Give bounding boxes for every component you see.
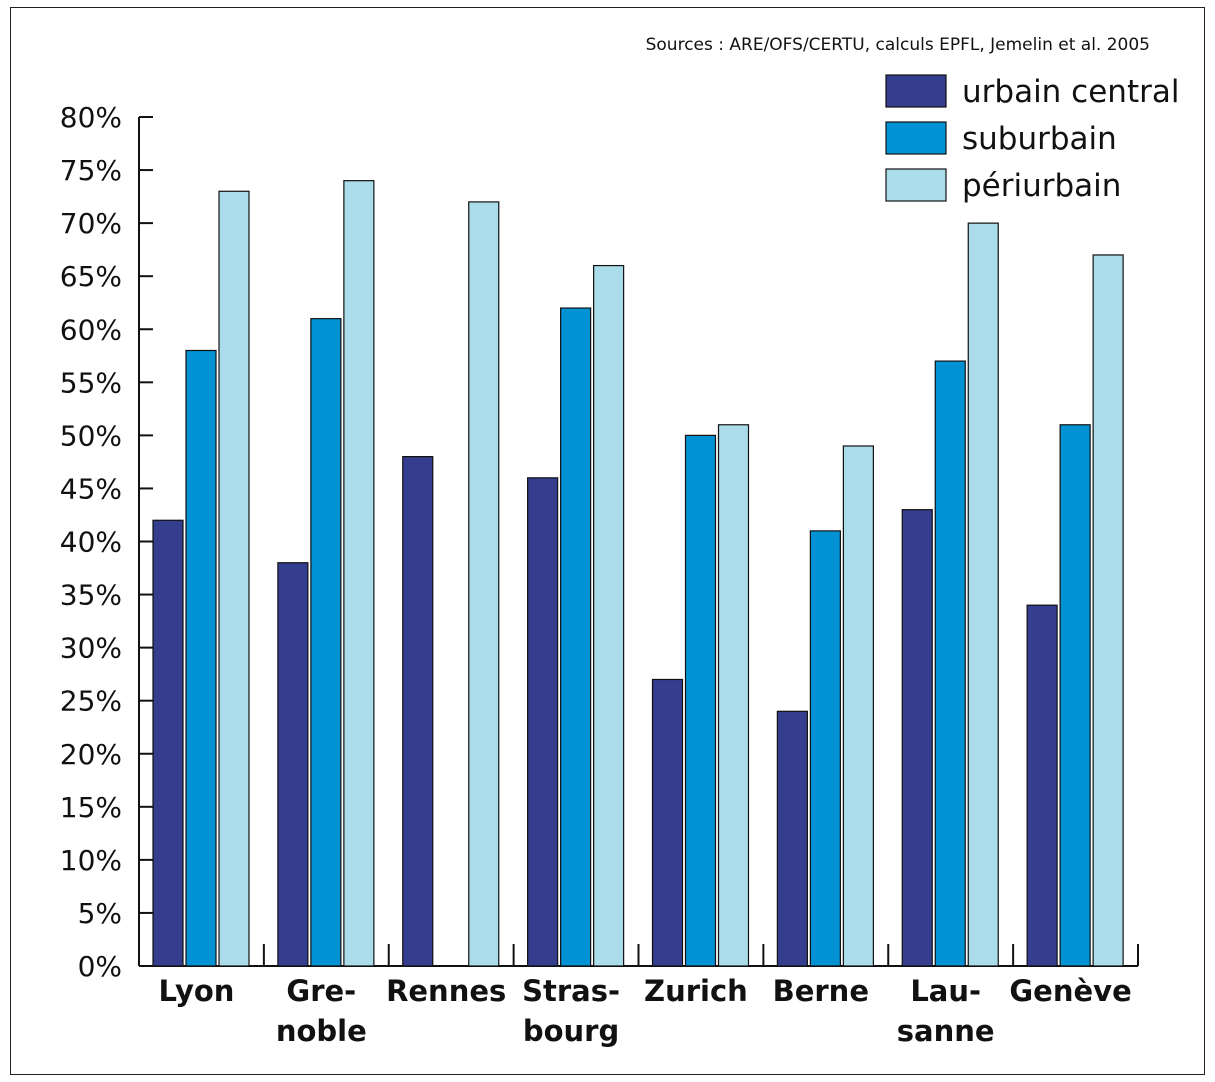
legend-swatch bbox=[885, 74, 947, 108]
legend: urbain central suburbain périurbain bbox=[885, 74, 1179, 204]
y-tick-label: 35% bbox=[60, 579, 122, 612]
bar bbox=[809, 530, 841, 967]
category-label: Lau- bbox=[910, 974, 981, 1008]
bar bbox=[684, 434, 717, 967]
bar bbox=[776, 710, 808, 967]
bar bbox=[218, 190, 250, 967]
y-tick-label: 60% bbox=[60, 313, 122, 346]
category-label: Berne bbox=[773, 974, 869, 1008]
y-tick-label: 55% bbox=[60, 366, 122, 399]
y-tick-label: 10% bbox=[60, 844, 122, 877]
y-tick-label: 45% bbox=[60, 472, 122, 505]
y-tick-label: 50% bbox=[60, 419, 122, 452]
bar bbox=[527, 477, 559, 967]
bar bbox=[310, 318, 342, 967]
legend-swatch bbox=[885, 168, 947, 202]
legend-label: périurbain bbox=[962, 168, 1121, 204]
bar bbox=[560, 307, 592, 967]
bar bbox=[651, 678, 684, 967]
bar bbox=[842, 445, 874, 967]
category-label: Gre- bbox=[286, 974, 356, 1008]
category-label: Genève bbox=[1009, 974, 1131, 1008]
legend-label: urbain central bbox=[962, 74, 1179, 110]
bar bbox=[277, 562, 309, 967]
category-label: Zurich bbox=[644, 974, 748, 1008]
category-label: noble bbox=[276, 1014, 367, 1048]
y-tick-label: 20% bbox=[60, 738, 122, 771]
bar bbox=[901, 509, 933, 967]
bar bbox=[468, 201, 500, 967]
bar bbox=[402, 456, 434, 967]
y-tick-label: 25% bbox=[60, 685, 122, 718]
legend-swatch bbox=[885, 121, 947, 155]
bar bbox=[967, 222, 999, 967]
x-tick-labels: Lyon Gre-noble Rennes Stras-bourg Zurich Bern… bbox=[158, 974, 1131, 1048]
bar bbox=[593, 264, 625, 967]
bars bbox=[152, 180, 1124, 967]
bar bbox=[717, 424, 750, 967]
bar bbox=[185, 349, 217, 967]
bar bbox=[152, 519, 184, 967]
category-label: Lyon bbox=[158, 974, 234, 1008]
y-tick-label: 70% bbox=[60, 207, 122, 240]
category-label: bourg bbox=[523, 1014, 619, 1048]
bar bbox=[934, 360, 966, 967]
category-label: Rennes bbox=[386, 974, 506, 1008]
y-tick-label: 15% bbox=[60, 791, 122, 824]
legend-label: suburbain bbox=[962, 121, 1117, 157]
category-label: Stras- bbox=[522, 974, 620, 1008]
y-tick-label: 75% bbox=[60, 154, 122, 187]
y-tick-label: 40% bbox=[60, 526, 122, 559]
y-tick-label: 80% bbox=[60, 101, 122, 134]
bar bbox=[1026, 604, 1058, 967]
y-tick-labels: 0% 5% 10% 15% 20% 25% 30% 35% 40% 45% 50% 55% 60% 65%… bbox=[60, 101, 122, 983]
source-note: Sources : ARE/OFS/CERTU, calculs EPFL, J… bbox=[646, 35, 1150, 55]
y-tick-label: 30% bbox=[60, 632, 122, 665]
y-tick-label: 65% bbox=[60, 260, 122, 293]
y-tick-label: 5% bbox=[78, 897, 122, 930]
bar bbox=[1059, 424, 1091, 967]
y-tick-label: 0% bbox=[78, 950, 122, 983]
bar bbox=[1092, 254, 1124, 967]
category-label: sanne bbox=[897, 1014, 995, 1048]
bar bbox=[343, 180, 375, 967]
